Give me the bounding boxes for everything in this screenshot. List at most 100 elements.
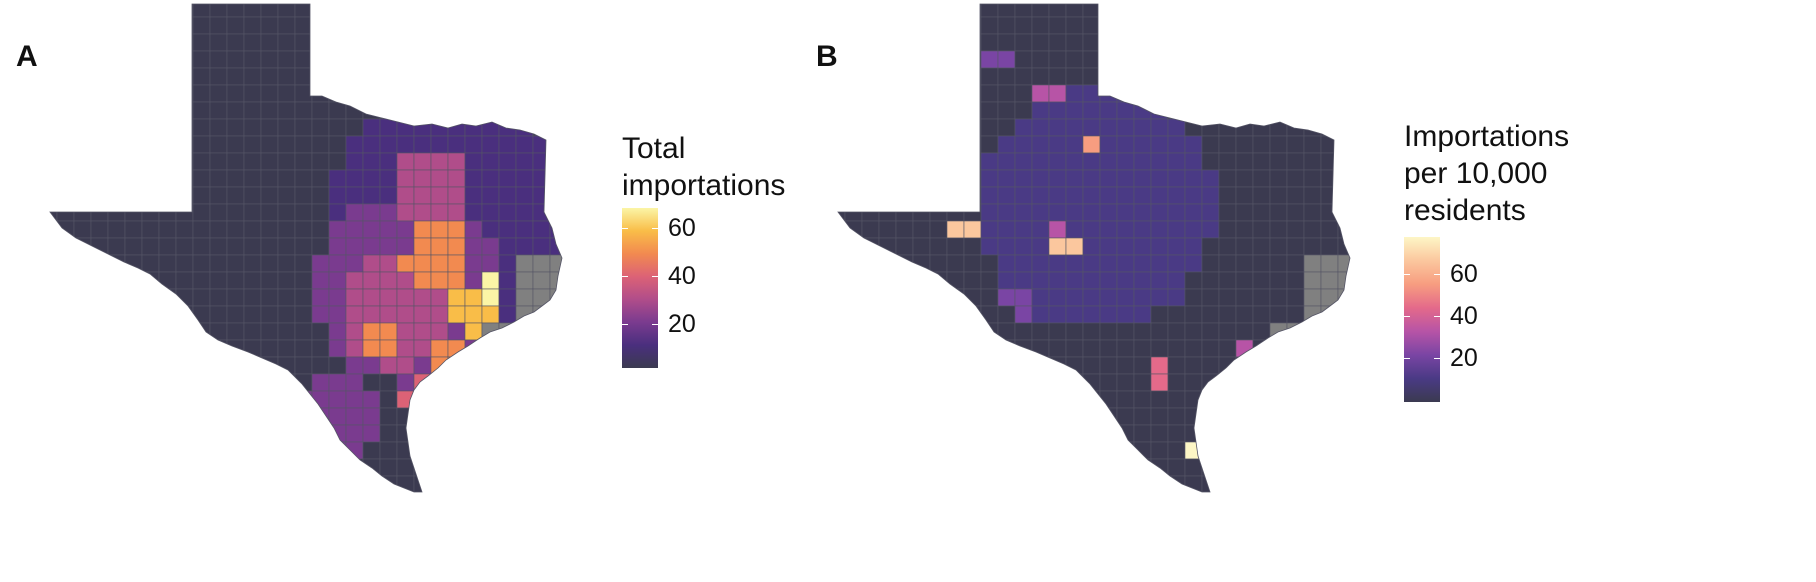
county-cell: [567, 170, 584, 187]
county-cell: [498, 390, 517, 409]
county-cell: [1201, 322, 1220, 341]
county-cell: [1031, 288, 1050, 307]
county-cell: [1269, 288, 1288, 307]
county-cell: [1014, 33, 1033, 52]
county-cell: [1049, 493, 1066, 510]
county-cell: [549, 101, 562, 120]
county-cell: [532, 407, 551, 426]
county-cell: [515, 441, 534, 460]
county-cell: [142, 493, 159, 510]
county-cell: [91, 493, 108, 510]
county-cell: [1218, 4, 1237, 18]
county-cell: [124, 50, 143, 69]
county-cell: [861, 220, 880, 239]
county-cell: [413, 101, 432, 120]
county-cell: [844, 424, 863, 443]
county-cell: [1320, 186, 1339, 205]
county-cell: [158, 356, 177, 375]
county-cell: [567, 0, 584, 17]
county-cell: [260, 135, 279, 154]
county-cell: [861, 441, 880, 460]
county-cell: [1303, 118, 1322, 137]
county-cell: [464, 33, 483, 52]
county-cell: [481, 169, 500, 188]
county-cell: [379, 220, 398, 239]
county-cell: [1337, 237, 1350, 256]
county-cell: [1167, 288, 1186, 307]
county-cell: [363, 493, 380, 510]
county-cell: [243, 169, 262, 188]
county-cell: [532, 254, 551, 273]
county-cell: [1286, 220, 1305, 239]
county-cell: [192, 475, 211, 492]
county-cell: [277, 390, 296, 409]
county-cell: [1065, 101, 1084, 120]
county-cell: [1201, 4, 1220, 18]
county-cell: [464, 254, 483, 273]
county-cell: [481, 50, 500, 69]
legend-tick-mark: [652, 324, 658, 325]
county-cell: [260, 50, 279, 69]
county-cell: [1218, 407, 1237, 426]
county-cell: [1048, 67, 1067, 86]
legend-tick-mark: [622, 276, 628, 277]
county-cell: [56, 288, 75, 307]
county-cell: [1116, 16, 1135, 35]
county-cell: [964, 493, 981, 510]
county-cell: [895, 50, 914, 69]
county-cell: [1252, 458, 1271, 477]
county-cell: [379, 390, 398, 409]
county-cell: [1014, 407, 1033, 426]
county-cell: [838, 4, 846, 18]
county-cell: [1269, 254, 1288, 273]
county-cell: [243, 152, 262, 171]
county-cell: [1048, 50, 1067, 69]
county-cell: [175, 390, 194, 409]
county-cell: [1286, 118, 1305, 137]
legend-total-importations: Total importations 20 40 60: [622, 130, 785, 368]
county-cell: [124, 475, 143, 492]
county-cell: [946, 101, 965, 120]
county-cell: [980, 356, 999, 375]
county-cell: [328, 458, 347, 477]
county-cell: [1014, 373, 1033, 392]
county-cell: [192, 33, 211, 52]
legend-colorbar: [1404, 237, 1440, 402]
county-cell: [567, 425, 584, 442]
county-cell: [277, 475, 296, 492]
county-cell: [1167, 390, 1186, 409]
county-cell: [396, 4, 415, 18]
county-cell: [862, 493, 879, 510]
county-cell: [175, 4, 194, 18]
county-cell: [124, 118, 143, 137]
county-cell: [430, 169, 449, 188]
county-cell: [141, 424, 160, 443]
county-cell: [1320, 254, 1339, 273]
county-cell: [1337, 424, 1350, 443]
county-cell: [861, 475, 880, 492]
county-cell: [844, 16, 863, 35]
county-cell: [345, 237, 364, 256]
county-cell: [1082, 203, 1101, 222]
county-cell: [838, 305, 846, 324]
county-cell: [1134, 493, 1151, 510]
county-cell: [895, 67, 914, 86]
county-cell: [1252, 169, 1271, 188]
county-cell: [464, 322, 483, 341]
county-cell: [567, 119, 584, 136]
county-cell: [912, 135, 931, 154]
county-cell: [464, 390, 483, 409]
county-cell: [878, 16, 897, 35]
county-cell: [481, 135, 500, 154]
county-cell: [963, 322, 982, 341]
county-cell: [1150, 16, 1169, 35]
county-cell: [107, 33, 126, 52]
county-cell: [981, 493, 998, 510]
county-cell: [396, 356, 415, 375]
county-cell: [997, 254, 1016, 273]
county-cell: [243, 356, 262, 375]
county-cell: [396, 16, 415, 35]
county-cell: [1150, 271, 1169, 290]
county-cell: [1303, 101, 1322, 120]
county-cell: [1065, 169, 1084, 188]
